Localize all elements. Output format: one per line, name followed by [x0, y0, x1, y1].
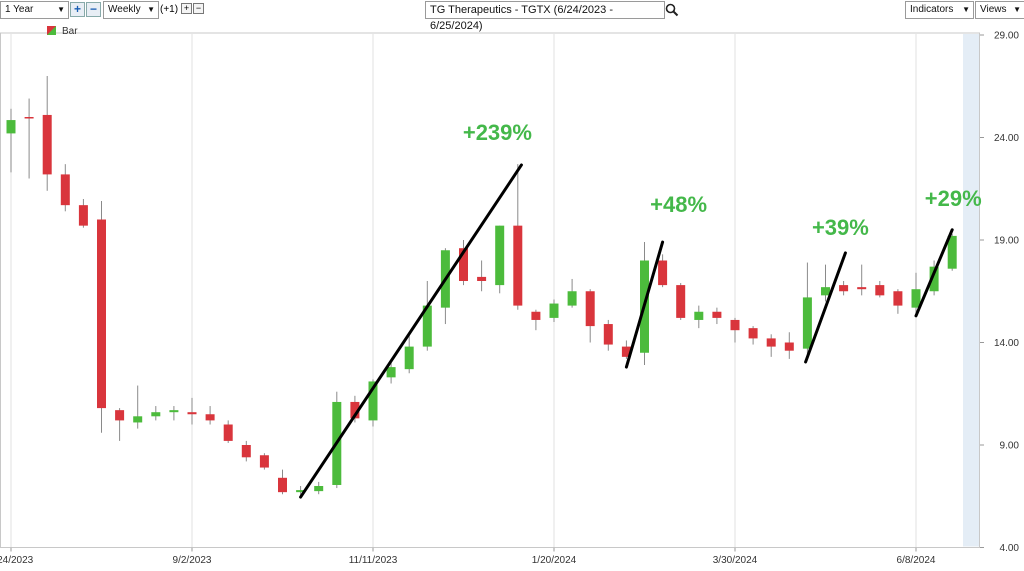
- offset-text: (+1): [160, 4, 179, 15]
- x-tick-label: 3/30/2024: [713, 555, 758, 566]
- dropdown-arrow: ▼: [57, 5, 65, 14]
- candle-body: [603, 324, 613, 345]
- candle-body: [658, 260, 668, 286]
- y-tick-label: 24.00: [994, 133, 1019, 144]
- candle-body: [422, 305, 432, 347]
- annotation: +239%: [463, 120, 532, 145]
- candle-body: [60, 174, 70, 206]
- candle-body: [78, 205, 88, 226]
- candle-body: [549, 303, 559, 318]
- indicators-text: Indicators: [910, 4, 954, 15]
- candle-body: [784, 342, 794, 351]
- zoom-in[interactable]: +: [70, 2, 85, 17]
- candle-body: [187, 412, 197, 415]
- candle-body: [278, 477, 287, 493]
- range-text: 1 Year: [5, 4, 34, 15]
- interval-text: Weekly: [108, 4, 141, 15]
- candle-body: [567, 291, 577, 306]
- candle-body: [821, 287, 830, 296]
- trend-line: [804, 251, 847, 364]
- candle-body: [875, 285, 885, 296]
- dropdown-arrow: ▼: [1013, 5, 1021, 14]
- candle-body: [24, 117, 34, 119]
- candle-body: [748, 328, 758, 339]
- candle-body: [314, 486, 324, 492]
- y-tick-label: 4.00: [1000, 543, 1020, 554]
- offset-plus[interactable]: +: [181, 3, 192, 14]
- candle-body: [893, 291, 903, 306]
- candle-body: [169, 410, 179, 413]
- candle-body: [585, 291, 595, 327]
- trend-line: [624, 240, 665, 369]
- candle-body: [241, 445, 251, 458]
- candle-body: [947, 235, 957, 269]
- candle-body: [151, 412, 161, 417]
- y-tick-label: 14.00: [994, 338, 1019, 349]
- candle-body: [621, 346, 631, 357]
- plot-area: [0, 32, 980, 548]
- candle-body: [513, 225, 523, 306]
- candle-body: [766, 338, 776, 347]
- search-icon[interactable]: [665, 3, 679, 17]
- annotation: +39%: [812, 215, 869, 240]
- candle-body: [223, 424, 233, 441]
- dropdown-arrow: ▼: [147, 5, 155, 14]
- indicators-select[interactable]: Indicators ▼: [905, 1, 974, 19]
- candle-body: [404, 346, 414, 370]
- x-tick-label: 1/20/2024: [532, 555, 577, 566]
- candle-body: [459, 248, 468, 281]
- candle-body: [676, 285, 686, 318]
- views-select[interactable]: Views ▼: [975, 1, 1024, 19]
- candle-body: [6, 120, 16, 134]
- y-tick-label: 29.00: [994, 31, 1019, 42]
- zoom-out[interactable]: −: [86, 2, 101, 17]
- symbol-box[interactable]: TG Therapeutics - TGTX (6/24/2023 - 6/25…: [425, 1, 665, 32]
- candle-body: [712, 311, 722, 318]
- candle-body: [839, 285, 849, 292]
- views-text: Views: [980, 4, 1007, 15]
- candle-body: [350, 401, 360, 419]
- candle-body: [694, 311, 704, 320]
- x-tick-label: 11/11/2023: [349, 555, 398, 566]
- legend-label: Bar: [62, 26, 78, 37]
- x-tick-label: 6/24/2023: [0, 555, 34, 566]
- future-zone: [963, 34, 979, 547]
- x-tick-label: 9/2/2023: [173, 555, 212, 566]
- candle-body: [911, 289, 921, 308]
- interval-select[interactable]: Weekly ▼: [103, 1, 159, 19]
- candle-body: [115, 410, 125, 421]
- candle-body: [495, 225, 505, 286]
- trend-line: [914, 228, 954, 318]
- offset-minus[interactable]: −: [193, 3, 204, 14]
- x-tick-label: 6/8/2024: [897, 555, 936, 566]
- dropdown-arrow: ▼: [962, 5, 970, 14]
- candle-body: [802, 297, 812, 349]
- y-tick-label: 9.00: [1000, 441, 1020, 452]
- symbol-text: TG Therapeutics - TGTX (6/24/2023 - 6/25…: [430, 4, 614, 32]
- range-select[interactable]: 1 Year ▼: [0, 1, 69, 19]
- y-tick-label: 19.00: [994, 236, 1019, 247]
- legend-swatch-down: [47, 26, 56, 35]
- candle-body: [296, 490, 306, 493]
- candle-body: [259, 455, 269, 468]
- candle-body: [133, 416, 143, 423]
- candle-body: [42, 114, 52, 175]
- candle-body: [386, 367, 396, 378]
- annotation: +29%: [925, 186, 982, 211]
- candle-body: [205, 414, 215, 421]
- trend-line: [299, 163, 523, 499]
- annotation: +48%: [650, 192, 707, 217]
- candle-body: [929, 266, 939, 292]
- candle-body: [368, 381, 378, 421]
- candle-body: [477, 276, 487, 281]
- candle-body: [97, 219, 106, 409]
- candle-body: [730, 319, 740, 331]
- candle-body: [531, 311, 541, 320]
- candle-body: [857, 287, 867, 290]
